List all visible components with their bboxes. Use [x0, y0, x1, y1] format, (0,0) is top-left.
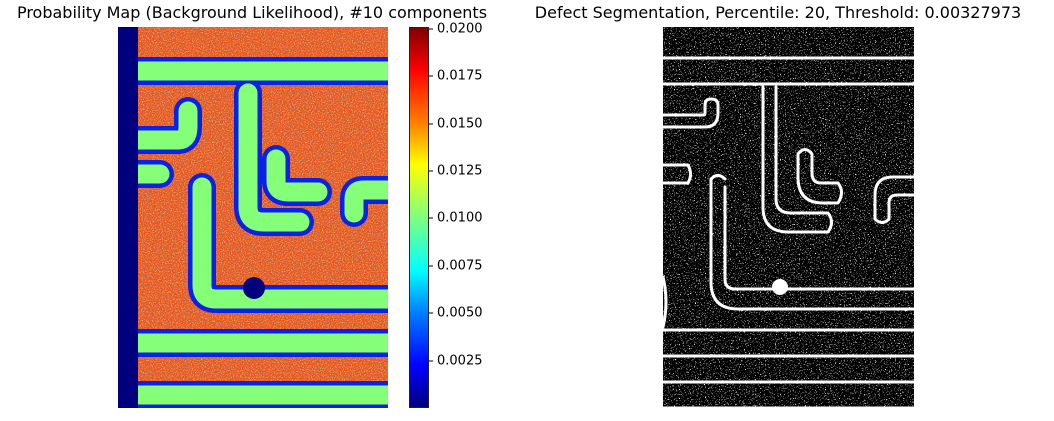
colorbar-tick-label: 0.0200 [437, 21, 483, 37]
segmentation-image [663, 27, 914, 407]
right-panel-title: Defect Segmentation, Percentile: 20, Thr… [534, 3, 1022, 22]
colorbar-tick: 0.0100 [429, 211, 483, 226]
colorbar-tick-label: 0.0025 [437, 353, 483, 369]
track-interiors [126, 61, 388, 405]
colorbar-tick-label: 0.0125 [437, 163, 483, 179]
segmented-edges [663, 56, 914, 407]
defect-blob [243, 277, 265, 299]
colorbar-ticks: 0.0025 0.0050 0.0075 0.0100 0.0125 0.015… [429, 21, 509, 408]
colorbar-tick-label: 0.0175 [437, 68, 483, 84]
probability-map-image [118, 27, 388, 408]
left-border-strip [118, 27, 138, 408]
colorbar-tick: 0.0200 [429, 21, 483, 36]
colorbar-tick: 0.0150 [429, 116, 483, 131]
colorbar-tick-label: 0.0100 [437, 210, 483, 226]
colorbar-tick: 0.0025 [429, 353, 483, 368]
colorbar-tick-label: 0.0150 [437, 116, 483, 132]
colorbar [409, 27, 429, 408]
segmented-defect [772, 279, 788, 295]
colorbar-tick: 0.0175 [429, 69, 483, 84]
colorbar-tick: 0.0075 [429, 258, 483, 273]
colorbar-tick-label: 0.0075 [437, 258, 483, 274]
colorbar-tick: 0.0125 [429, 164, 483, 179]
colorbar-tick: 0.0050 [429, 306, 483, 321]
colorbar-tick-label: 0.0050 [437, 305, 483, 321]
left-panel-title: Probability Map (Background Likelihood),… [16, 3, 488, 22]
